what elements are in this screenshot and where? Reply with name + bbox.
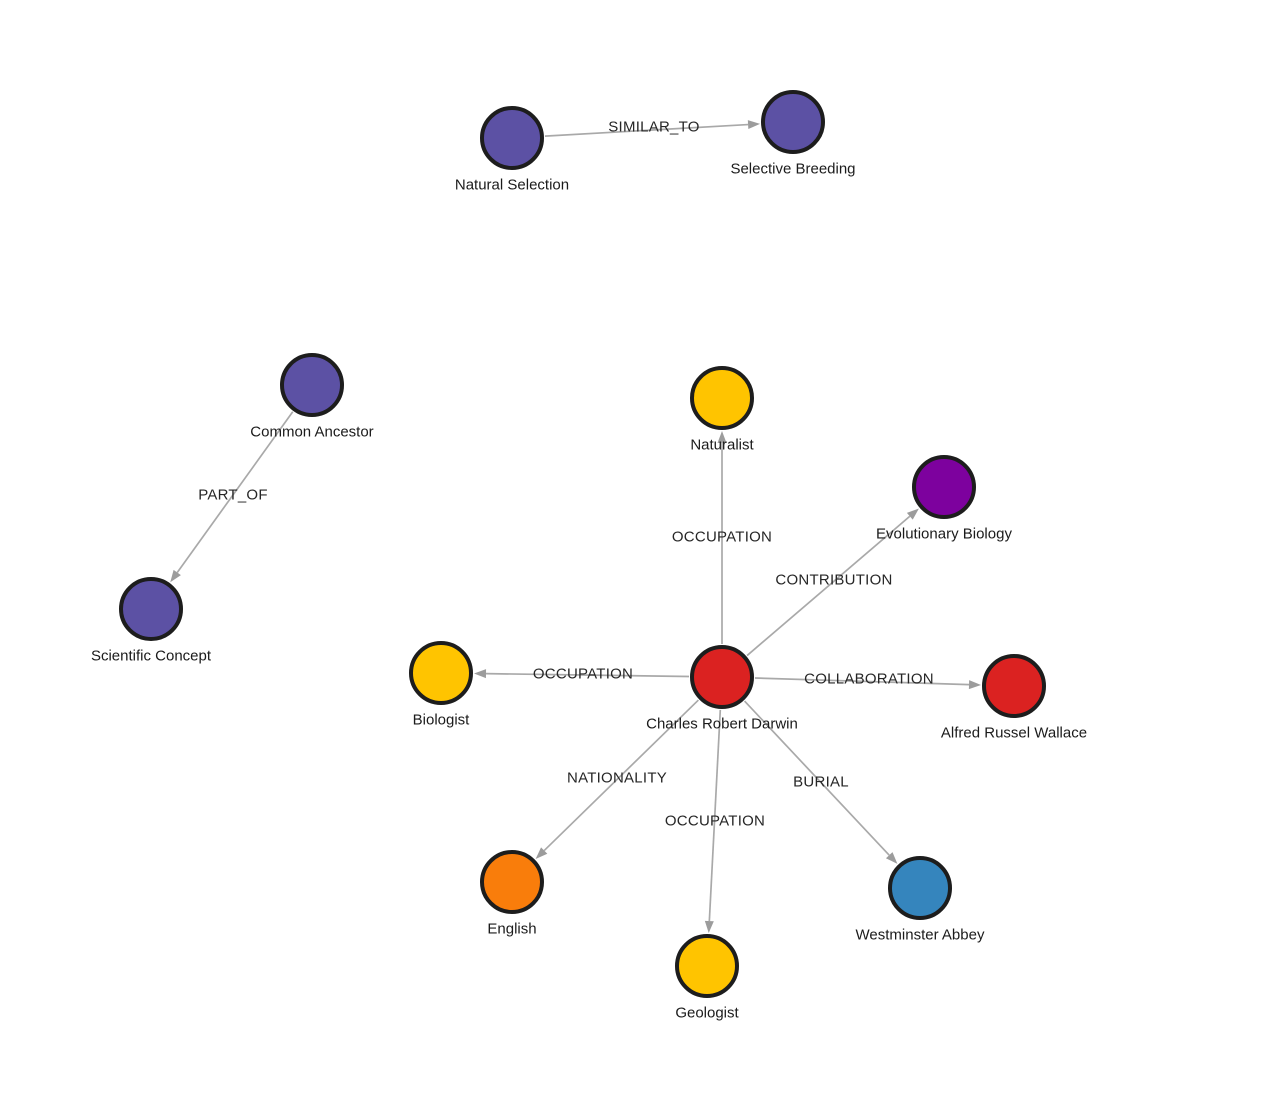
- edge-label-charles-robert-darwin-to-evolutionary-biology: CONTRIBUTION: [775, 572, 892, 589]
- edge-label-natural-selection-to-selective-breeding: SIMILAR_TO: [608, 119, 699, 136]
- node-westminster-abbey[interactable]: [888, 856, 952, 920]
- edge-line-charles-robert-darwin-to-geologist[interactable]: [708, 709, 722, 922]
- edge-arrowhead-charles-robert-darwin-to-evolutionary-biology: [906, 508, 919, 520]
- edge-arrowhead-common-ancestor-to-scientific-concept: [170, 569, 181, 583]
- node-label-charles-robert-darwin: Charles Robert Darwin: [646, 716, 798, 733]
- edge-line-charles-robert-darwin-to-westminster-abbey[interactable]: [743, 700, 890, 856]
- edge-arrowhead-charles-robert-darwin-to-alfred-russel-wallace: [968, 680, 982, 690]
- node-label-selective-breeding: Selective Breeding: [730, 161, 855, 178]
- node-label-natural-selection: Natural Selection: [455, 177, 569, 194]
- node-geologist[interactable]: [675, 934, 739, 998]
- edge-label-common-ancestor-to-scientific-concept: PART_OF: [198, 487, 268, 504]
- edge-arrowhead-charles-robert-darwin-to-westminster-abbey: [885, 852, 898, 864]
- edge-line-charles-robert-darwin-to-evolutionary-biology[interactable]: [746, 515, 911, 657]
- edge-arrowhead-charles-robert-darwin-to-biologist: [473, 669, 487, 679]
- edge-arrowhead-charles-robert-darwin-to-geologist: [704, 920, 714, 934]
- edge-label-charles-robert-darwin-to-biologist: OCCUPATION: [533, 666, 633, 683]
- edge-line-natural-selection-to-selective-breeding[interactable]: [544, 123, 749, 137]
- node-alfred-russel-wallace[interactable]: [982, 654, 1046, 718]
- node-label-scientific-concept: Scientific Concept: [91, 648, 212, 665]
- edge-line-charles-robert-darwin-to-alfred-russel-wallace[interactable]: [754, 677, 970, 686]
- edge-label-charles-robert-darwin-to-english: NATIONALITY: [567, 770, 667, 787]
- node-naturalist[interactable]: [690, 366, 754, 430]
- node-label-english: English: [487, 921, 536, 938]
- node-natural-selection[interactable]: [480, 106, 544, 170]
- node-selective-breeding[interactable]: [761, 90, 825, 154]
- node-evolutionary-biology[interactable]: [912, 455, 976, 519]
- edge-line-charles-robert-darwin-to-biologist[interactable]: [485, 672, 690, 678]
- node-charles-robert-darwin[interactable]: [690, 645, 754, 709]
- node-biologist[interactable]: [409, 641, 473, 705]
- edge-arrowhead-natural-selection-to-selective-breeding: [747, 120, 761, 130]
- node-english[interactable]: [480, 850, 544, 914]
- node-label-alfred-russel-wallace: Alfred Russel Wallace: [941, 725, 1087, 742]
- node-label-geologist: Geologist: [675, 1005, 739, 1022]
- node-label-biologist: Biologist: [413, 712, 471, 729]
- edge-label-charles-robert-darwin-to-naturalist: OCCUPATION: [672, 529, 772, 546]
- node-label-evolutionary-biology: Evolutionary Biology: [876, 526, 1012, 543]
- edge-label-charles-robert-darwin-to-westminster-abbey: BURIAL: [793, 774, 849, 791]
- node-common-ancestor[interactable]: [280, 353, 344, 417]
- node-scientific-concept[interactable]: [119, 577, 183, 641]
- edge-label-charles-robert-darwin-to-alfred-russel-wallace: COLLABORATION: [804, 671, 934, 688]
- edge-arrowhead-charles-robert-darwin-to-naturalist: [717, 431, 727, 443]
- edge-arrowhead-charles-robert-darwin-to-english: [535, 847, 548, 859]
- node-label-common-ancestor: Common Ancestor: [250, 424, 373, 441]
- edge-line-charles-robert-darwin-to-english[interactable]: [543, 699, 699, 852]
- edge-label-charles-robert-darwin-to-geologist: OCCUPATION: [665, 813, 765, 830]
- node-label-naturalist: Naturalist: [690, 437, 754, 454]
- node-label-westminster-abbey: Westminster Abbey: [856, 927, 985, 944]
- edge-line-common-ancestor-to-scientific-concept[interactable]: [176, 411, 294, 573]
